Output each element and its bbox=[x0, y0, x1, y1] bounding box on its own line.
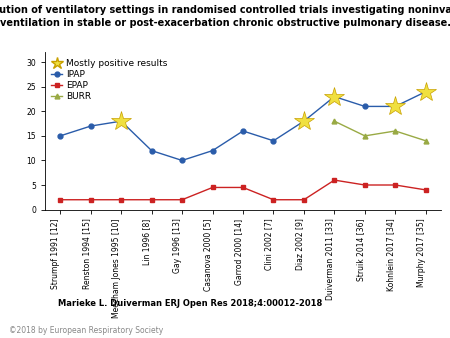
Text: Marieke L. Duiverman ERJ Open Res 2018;4:00012-2018: Marieke L. Duiverman ERJ Open Res 2018;4… bbox=[58, 299, 323, 308]
Text: ©2018 by European Respiratory Society: ©2018 by European Respiratory Society bbox=[9, 325, 163, 335]
Text: Evolution of ventilatory settings in randomised controlled trials investigating : Evolution of ventilatory settings in ran… bbox=[0, 5, 450, 28]
Legend: Mostly positive results, IPAP, EPAP, BURR: Mostly positive results, IPAP, EPAP, BUR… bbox=[50, 57, 169, 103]
